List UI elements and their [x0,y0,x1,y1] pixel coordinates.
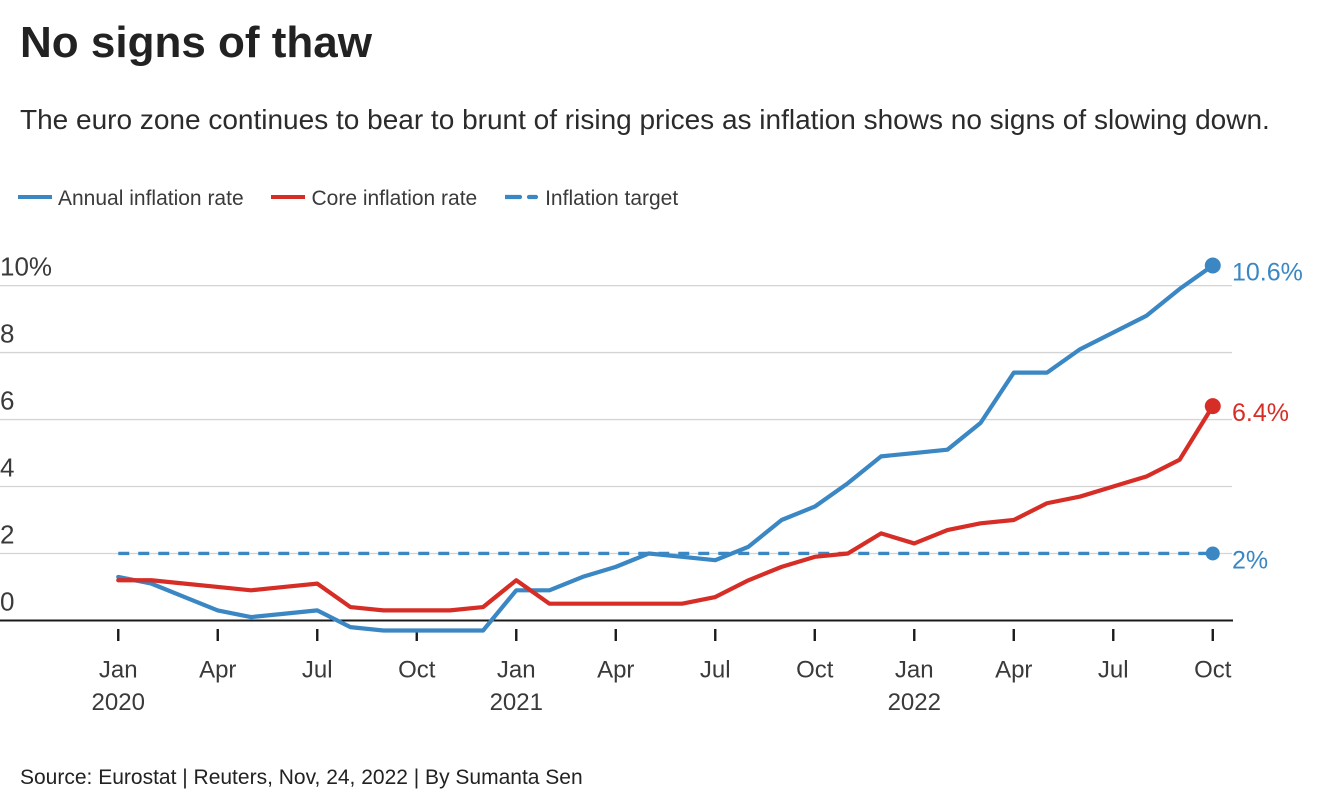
svg-text:2020: 2020 [92,689,145,716]
svg-text:10%: 10% [0,252,52,282]
svg-text:Apr: Apr [597,657,634,684]
svg-text:2: 2 [0,519,14,549]
svg-text:Jul: Jul [302,657,333,684]
svg-text:Oct: Oct [398,657,436,684]
svg-text:Jul: Jul [700,657,731,684]
svg-text:2%: 2% [1232,546,1268,574]
svg-text:4: 4 [0,453,14,483]
svg-text:Oct: Oct [796,657,834,684]
svg-text:2021: 2021 [490,689,543,716]
svg-text:6: 6 [0,386,14,416]
svg-text:Jan: Jan [895,657,934,684]
svg-text:Apr: Apr [995,657,1032,684]
svg-text:8: 8 [0,319,14,349]
svg-text:0: 0 [0,586,14,616]
svg-text:2022: 2022 [888,689,941,716]
svg-text:Jan: Jan [497,657,536,684]
svg-text:Jul: Jul [1098,657,1129,684]
svg-text:Jan: Jan [99,657,138,684]
svg-text:Oct: Oct [1194,657,1232,684]
svg-text:Apr: Apr [199,657,236,684]
svg-text:10.6%: 10.6% [1232,258,1303,286]
svg-text:6.4%: 6.4% [1232,399,1289,427]
